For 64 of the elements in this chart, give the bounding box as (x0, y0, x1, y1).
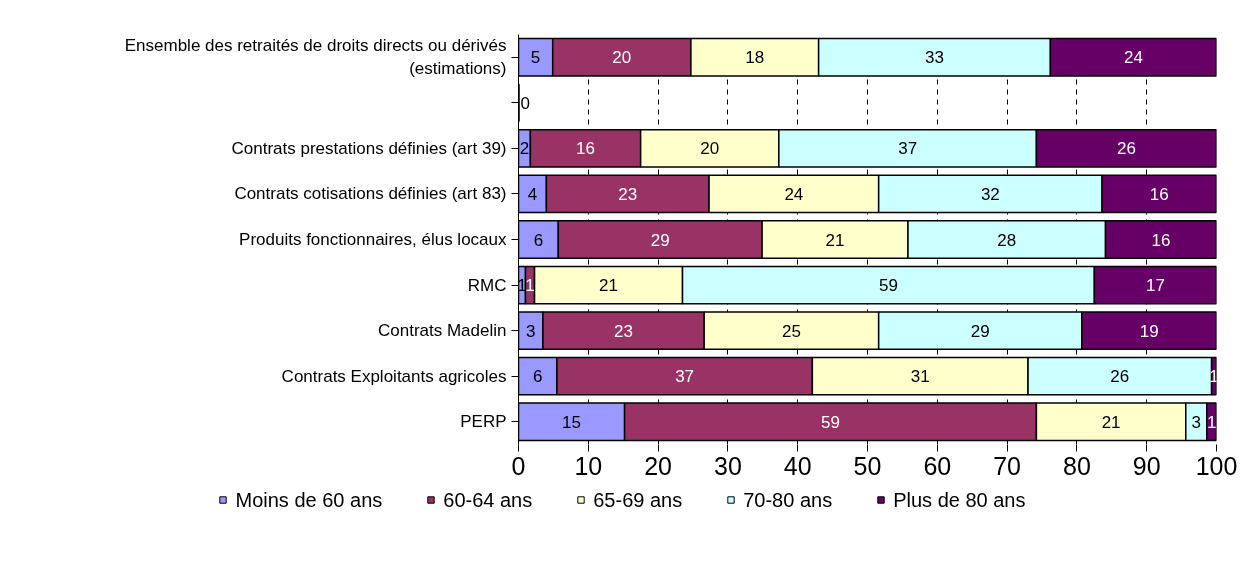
data-label: 6 (532, 367, 543, 387)
data-label: 37 (898, 139, 918, 159)
data-label: 59 (821, 412, 840, 432)
data-label: 28 (997, 230, 1017, 250)
data-label: 25 (781, 321, 801, 341)
x-tick-label: 30 (714, 451, 742, 480)
data-label: 26 (1117, 139, 1136, 159)
x-tick-label: 40 (783, 451, 812, 480)
y-tick-label: Contrats Madelin (378, 321, 507, 341)
data-label: 23 (618, 184, 638, 204)
data-label: 16 (576, 139, 595, 159)
data-label: 19 (1139, 321, 1159, 341)
data-label: 1 (517, 276, 527, 296)
data-label: 16 (1149, 184, 1169, 204)
y-tick-label: Produits fonctionnaires, élus locaux (239, 230, 507, 249)
legend-label: 60-64 ans (443, 488, 533, 511)
legend-label: 70-80 ans (743, 488, 833, 511)
x-tick-label: 60 (923, 451, 952, 480)
x-tick-label: 10 (574, 451, 603, 480)
data-label: 32 (980, 184, 1000, 204)
y-tick-label: Contrats cotisations définies (art 83) (234, 184, 507, 204)
data-label: 4 (527, 184, 538, 204)
y-tick-label: RMC (467, 275, 507, 295)
data-label: 5 (530, 48, 541, 68)
x-tick-label: 50 (853, 451, 882, 480)
data-label: 29 (970, 321, 990, 341)
data-label: 59 (878, 276, 898, 296)
x-tick-label: 0 (511, 451, 526, 480)
y-tick-label: PERP (460, 412, 507, 432)
x-tick-label: 80 (1063, 451, 1091, 480)
y-tick-label: Ensemble des retraités de droits directs ou dérivés (estimations) (124, 36, 507, 79)
data-label: 31 (910, 367, 930, 387)
data-label: 23 (614, 321, 634, 341)
data-label: 29 (650, 230, 670, 250)
x-tick-label: 100 (1195, 451, 1238, 480)
data-label: 20 (612, 48, 632, 68)
data-label: 24 (1123, 48, 1143, 68)
data-label: 24 (784, 184, 804, 204)
data-label: 16 (1151, 230, 1171, 250)
data-label: 21 (599, 276, 619, 296)
data-label: 17 (1145, 276, 1165, 296)
data-label: 33 (925, 48, 944, 68)
data-label: 0 (520, 93, 530, 113)
data-label: 20 (700, 139, 720, 159)
data-label: 21 (1101, 412, 1121, 432)
data-label: 15 (562, 412, 582, 432)
x-tick-label: 70 (993, 451, 1022, 480)
legend-label: Plus de 80 ans (893, 488, 1026, 511)
data-label: 6 (533, 230, 544, 250)
y-tick-label: Contrats Exploitants agricoles (281, 366, 507, 386)
x-tick-label: 90 (1132, 451, 1161, 480)
data-label: 3 (1191, 412, 1201, 432)
data-label: 37 (675, 367, 695, 387)
data-label: 18 (745, 48, 765, 68)
legend-label: 65-69 ans (593, 488, 683, 511)
data-label: 21 (825, 230, 845, 250)
data-label: 1 (525, 276, 535, 296)
y-tick-label: Contrats prestations définies (art 39) (231, 138, 507, 158)
x-tick-label: 20 (644, 451, 673, 480)
legend-label: Moins de 60 ans (235, 488, 383, 511)
data-label: 3 (525, 321, 536, 341)
data-label: 26 (1110, 367, 1130, 387)
data-label: 1 (1206, 412, 1217, 432)
data-label: 2 (519, 139, 530, 159)
